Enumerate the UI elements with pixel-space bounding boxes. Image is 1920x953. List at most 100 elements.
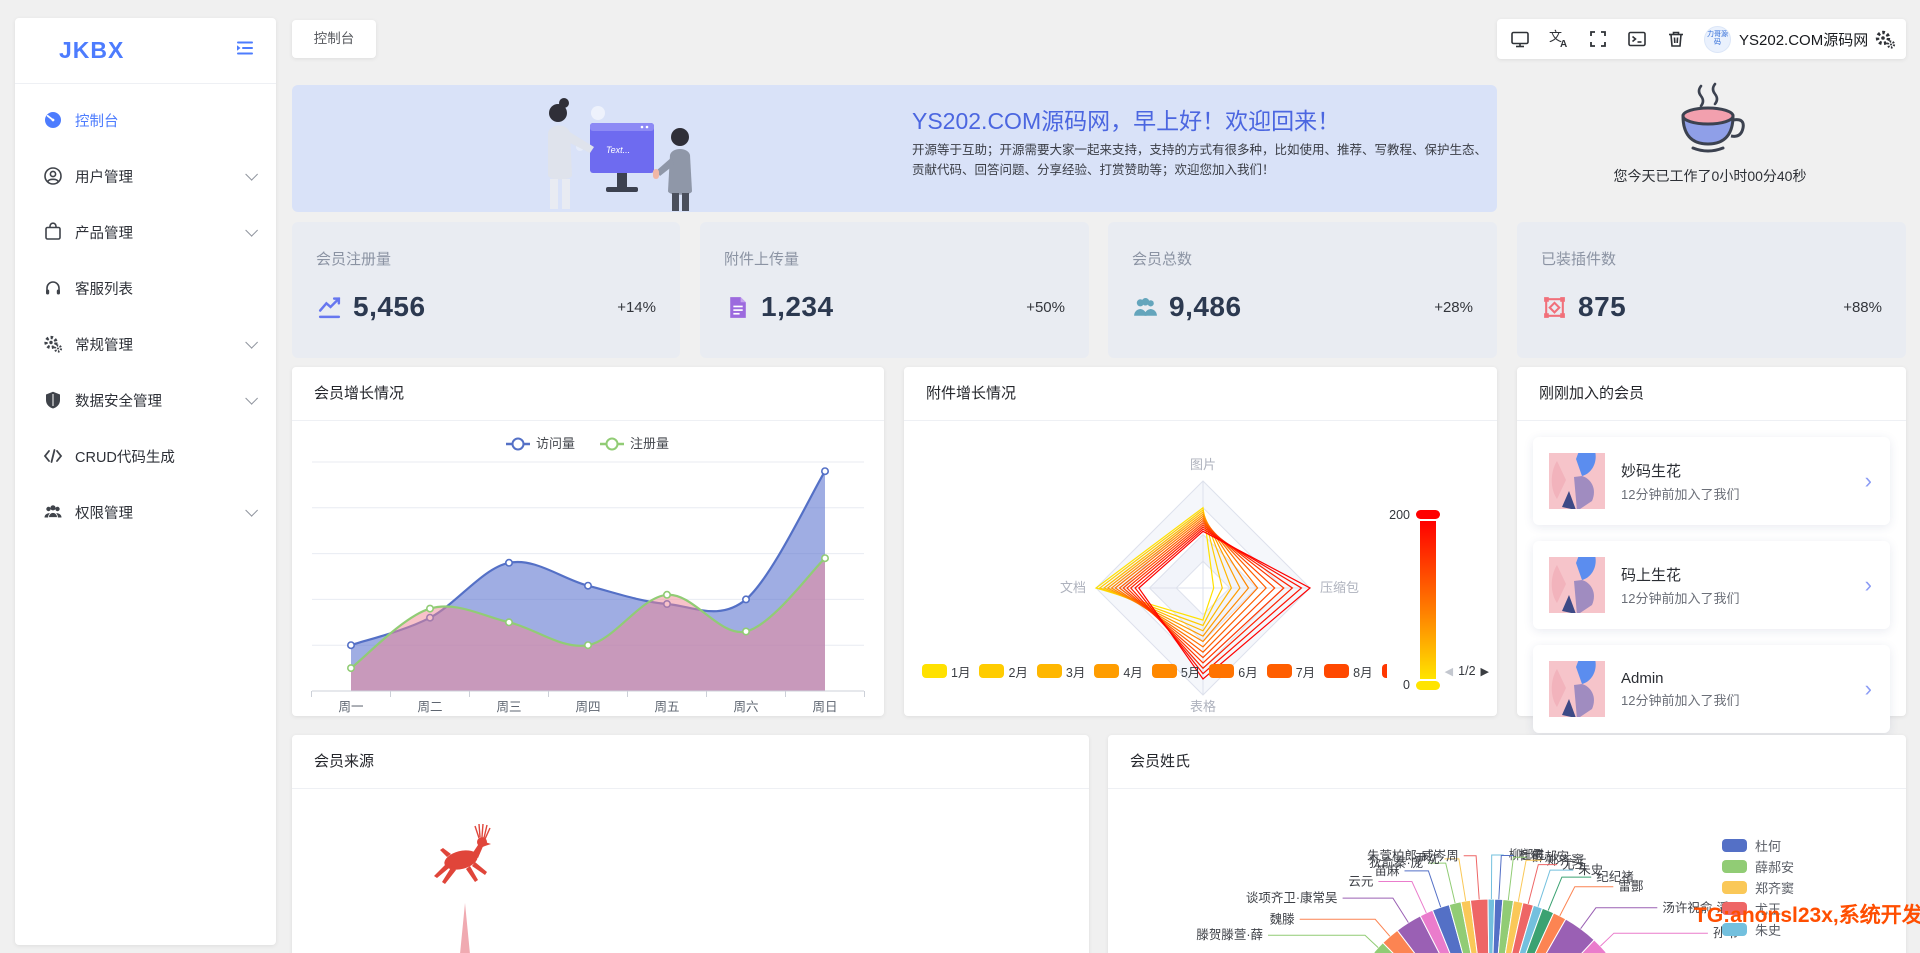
- data-point: [346, 664, 355, 673]
- pie-label: 雷酆: [1618, 879, 1644, 894]
- sidebar-item-general-management[interactable]: 常规管理: [15, 316, 276, 372]
- tab-dashboard[interactable]: 控制台: [292, 20, 376, 58]
- pie-label-line: [1507, 856, 1527, 901]
- colorbar-max-label: 200: [1389, 508, 1410, 522]
- legend-label: 薛郝安: [1755, 860, 1795, 875]
- pie-label-line: [1299, 918, 1391, 937]
- stat-card-members: 会员总数 9,486 +28%: [1108, 222, 1497, 358]
- sidebar-item-crud-generator[interactable]: CRUD代码生成: [15, 428, 276, 484]
- sidebar-item-data-security[interactable]: 数据安全管理: [15, 372, 276, 428]
- member-list-item[interactable]: 妙码生花 12分钟前加入了我们 ›: [1533, 437, 1890, 525]
- sidebar-item-user-management[interactable]: 用户管理: [15, 148, 276, 204]
- coffee-cup-icon: [1681, 82, 1745, 153]
- radar-legend-item[interactable]: 8月: [1324, 662, 1373, 681]
- legend-swatch: [1722, 881, 1747, 894]
- data-point: [583, 581, 592, 590]
- member-join-time: 12分钟前加入了我们: [1621, 590, 1740, 606]
- radar-legend-item[interactable]: 4月: [1094, 662, 1143, 681]
- radar-legend-item[interactable]: 2月: [979, 662, 1028, 681]
- member-name: Admin: [1621, 669, 1664, 687]
- pie-label: 滕贺滕萱·薛: [1196, 927, 1263, 942]
- radar-legend-item[interactable]: 7月: [1266, 662, 1315, 681]
- worktime-text: 您今天已工作了0小时00分40秒: [1613, 168, 1807, 184]
- pie-legend-item[interactable]: 杜何: [1722, 835, 1872, 856]
- pie-legend: 杜何薛郝安郑齐窦 尤王 朱史: [1722, 835, 1872, 940]
- users-group-icon: [43, 502, 63, 522]
- pie-label: 纪纪褚: [1596, 870, 1634, 884]
- chevron-right-icon[interactable]: ›: [1864, 676, 1872, 701]
- radar-series-7月: [1118, 519, 1267, 653]
- colorbar: [1420, 521, 1436, 679]
- avatar[interactable]: 力哥源码: [1704, 25, 1731, 53]
- colorbar-min-cap: [1416, 681, 1440, 690]
- pie-legend-item[interactable]: 郑齐窦: [1722, 877, 1872, 898]
- chevron-right-icon[interactable]: ›: [1864, 572, 1872, 597]
- legend-label: 注册量: [630, 436, 669, 451]
- legend-label: 5月: [1180, 665, 1201, 680]
- member-list-item[interactable]: 码上生花 12分钟前加入了我们 ›: [1533, 541, 1890, 629]
- x-axis-label: 周日: [812, 700, 837, 714]
- headset-icon: [43, 278, 63, 298]
- legend-swatch: [1036, 664, 1062, 678]
- card-title: 附件增长情况: [904, 367, 1497, 421]
- radar-legend-item[interactable]: 3月: [1036, 662, 1085, 681]
- stat-label: 已装插件数: [1541, 251, 1617, 268]
- sidebar-item-label: CRUD代码生成: [75, 449, 175, 466]
- member-avatar: [1549, 661, 1605, 717]
- pie-legend-item[interactable]: 朱史: [1722, 919, 1872, 940]
- sidebar-item-permission-management[interactable]: 权限管理: [15, 484, 276, 540]
- pie-legend-item[interactable]: 尤王: [1722, 898, 1872, 919]
- legend-marker: [511, 437, 525, 451]
- data-point: [583, 641, 592, 650]
- radar-series-3月: [1102, 511, 1233, 632]
- pie-label-line: [1559, 886, 1614, 917]
- radar-legend-item[interactable]: 1月: [922, 662, 970, 681]
- legend-label: 1月: [951, 665, 971, 680]
- deer-symbol: [434, 823, 491, 884]
- radar-series-12月: [1137, 530, 1312, 680]
- sidebar-item-product-management[interactable]: 产品管理: [15, 204, 276, 260]
- sidebar-item-label: 产品管理: [75, 225, 133, 242]
- pie-label: 谈项齐卫·康常吴: [1246, 890, 1338, 905]
- users-icon: [1132, 294, 1159, 321]
- svg-text:Text...: Text...: [606, 145, 630, 155]
- data-point: [741, 627, 750, 636]
- radar-series-6月: [1114, 517, 1259, 648]
- collapse-sidebar-icon[interactable]: [234, 37, 256, 64]
- sidebar-item-dashboard[interactable]: 控制台: [15, 92, 276, 148]
- legend-prev-icon[interactable]: ◀: [1444, 665, 1454, 678]
- radar-legend-item[interactable]: 6月: [1209, 662, 1258, 681]
- member-list-item[interactable]: Admin 12分钟前加入了我们 ›: [1533, 645, 1890, 733]
- member-source-chart: [434, 823, 491, 953]
- attachment-growth-card: 附件增长情况 图片 压缩包 表格 文档 200 0 1月 2月 3月 4月 5月 6月 7月 8月 ◀ 1/…: [904, 367, 1497, 716]
- stat-card-attachments: 附件上传量 1,234 +50%: [700, 222, 1089, 358]
- chevron-right-icon[interactable]: ›: [1864, 468, 1872, 493]
- pie-label: 郑齐窦: [1547, 852, 1585, 867]
- sidebar-item-label: 权限管理: [75, 505, 133, 522]
- radar-legend-item[interactable]: 5月: [1151, 662, 1201, 681]
- legend-marker: [605, 437, 619, 451]
- dashboard-icon: [43, 110, 63, 130]
- pie-label: 云元: [1348, 875, 1373, 889]
- gear-icon[interactable]: [1874, 28, 1896, 50]
- radar-series-9月: [1126, 524, 1285, 664]
- fullscreen-icon[interactable]: [1587, 28, 1609, 50]
- legend-swatch: [1722, 860, 1747, 873]
- username-text[interactable]: YS202.COM源码网: [1739, 31, 1869, 49]
- chevron-down-icon: [245, 335, 258, 349]
- x-axis-label: 周二: [417, 700, 442, 714]
- radar-series-2月: [1098, 508, 1223, 627]
- pie-label-line: [1490, 854, 1504, 900]
- legend-next-icon[interactable]: ▶: [1480, 665, 1489, 678]
- sidebar-item-support-list[interactable]: 客服列表: [15, 260, 276, 316]
- pie-legend-item[interactable]: 薛郝安: [1722, 856, 1872, 877]
- pie-label: 魏滕: [1270, 911, 1296, 926]
- pie-label-line: [1444, 858, 1467, 901]
- pie-label-line: [1342, 897, 1409, 923]
- terminal-icon[interactable]: [1626, 28, 1648, 50]
- monitor-icon[interactable]: [1509, 28, 1531, 50]
- trash-icon[interactable]: [1665, 28, 1687, 50]
- member-source-card: 会员来源: [292, 735, 1089, 953]
